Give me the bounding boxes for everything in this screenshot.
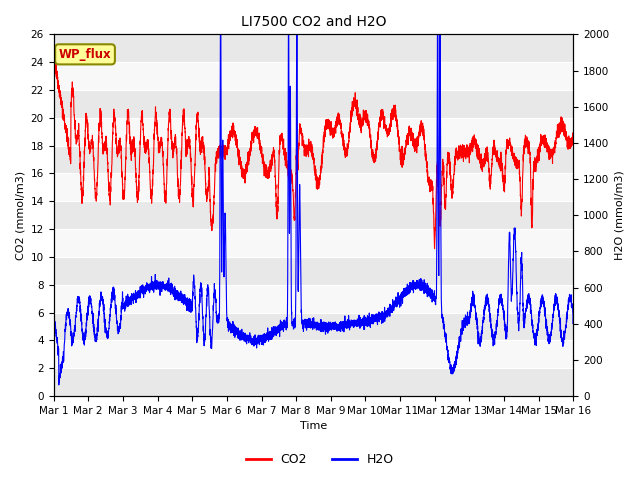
Line: CO2: CO2 (54, 52, 573, 249)
H2O (401, 293, 409, 299)
Bar (54, 173, 573, 201)
Bar (54, 118, 573, 145)
CO2 (50, 49, 58, 55)
CO2 (294, 162, 301, 168)
CO2 (460, 158, 467, 164)
Bar (54, 229, 573, 257)
H2O (55, 382, 63, 388)
CO2 (570, 134, 577, 140)
CO2 (401, 151, 409, 157)
H2O (430, 295, 438, 301)
CO2 (50, 50, 58, 56)
H2O (460, 324, 467, 330)
Bar (54, 201, 573, 229)
H2O (50, 310, 58, 316)
CO2 (431, 246, 438, 252)
H2O (294, 286, 302, 292)
Y-axis label: CO2 (mmol/m3): CO2 (mmol/m3) (15, 171, 25, 260)
Bar (54, 340, 573, 368)
Bar (54, 257, 573, 285)
CO2 (569, 131, 577, 136)
H2O (569, 312, 577, 317)
Text: WP_flux: WP_flux (59, 48, 111, 61)
Legend: CO2, H2O: CO2, H2O (241, 448, 399, 471)
Bar (54, 35, 573, 62)
H2O (216, 32, 224, 37)
Bar (54, 368, 573, 396)
Bar (54, 145, 573, 173)
H2O (143, 280, 151, 286)
Line: H2O: H2O (54, 35, 573, 385)
Bar (54, 90, 573, 118)
Bar (54, 285, 573, 312)
Bar (54, 312, 573, 340)
X-axis label: Time: Time (300, 421, 327, 432)
H2O (570, 313, 577, 319)
CO2 (430, 218, 438, 224)
Y-axis label: H2O (mmol/m3): H2O (mmol/m3) (615, 170, 625, 260)
CO2 (143, 141, 151, 146)
Bar (54, 62, 573, 90)
Title: LI7500 CO2 and H2O: LI7500 CO2 and H2O (241, 15, 387, 29)
